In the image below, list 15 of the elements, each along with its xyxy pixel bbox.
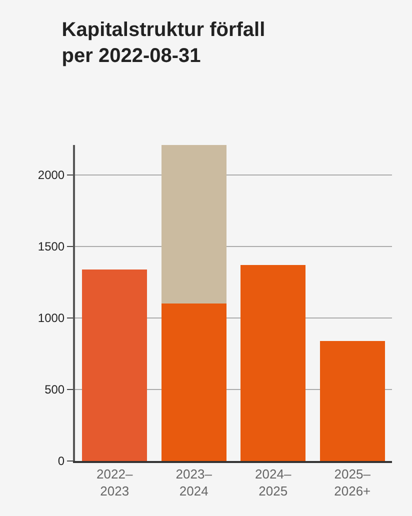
- bar: [320, 340, 385, 461]
- y-tick-label: 0: [58, 454, 65, 468]
- y-tick-label: 500: [44, 382, 65, 397]
- x-tick-label: 2023– 2024: [176, 466, 213, 498]
- chart-title: Kapitalstruktur förfall per 2022-08-31: [62, 19, 266, 68]
- bar: [240, 265, 306, 461]
- x-tick-label: 2024– 2025: [255, 466, 292, 498]
- y-tick-label: 1500: [38, 240, 65, 254]
- bar: [82, 269, 148, 461]
- x-tick-label: 2025– 2026+: [334, 466, 372, 498]
- x-tick-label: 2022– 2023: [96, 466, 134, 498]
- bar: [161, 304, 226, 461]
- bar: [161, 145, 226, 304]
- y-tick-label: 1000: [38, 311, 65, 326]
- y-tick-label: 2000: [38, 168, 65, 182]
